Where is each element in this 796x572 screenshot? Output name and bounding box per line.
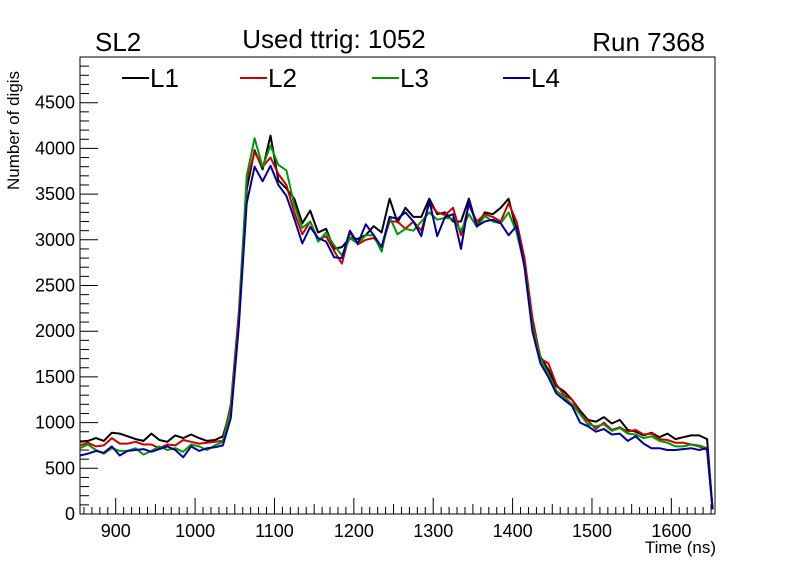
y-tick-label: 4500 bbox=[35, 93, 75, 113]
y-tick-label: 0 bbox=[65, 504, 75, 524]
x-tick-label: 1200 bbox=[334, 521, 374, 541]
y-tick-label: 500 bbox=[45, 458, 75, 478]
left-label: SL2 bbox=[95, 27, 141, 57]
legend-entry-l2: L2 bbox=[240, 63, 297, 93]
x-tick-label: 1000 bbox=[175, 521, 215, 541]
x-axis-label: Time (ns) bbox=[645, 538, 716, 557]
x-tick-label: 1100 bbox=[255, 521, 294, 541]
x-tick-label: 1500 bbox=[572, 521, 612, 541]
y-tick-label: 1500 bbox=[35, 367, 75, 387]
y-axis-label: Number of digis bbox=[4, 71, 23, 190]
y-tick-label: 3500 bbox=[35, 184, 75, 204]
y-tick-label: 2000 bbox=[35, 321, 75, 341]
right-label: Run 7368 bbox=[592, 27, 705, 57]
legend-label: L3 bbox=[400, 63, 429, 93]
legend-entry-l3: L3 bbox=[372, 63, 429, 93]
legend-entry-l1: L1 bbox=[122, 63, 179, 93]
legend-label: L2 bbox=[268, 63, 297, 93]
y-tick-label: 1000 bbox=[35, 413, 75, 433]
chart-title: Used ttrig: 1052 bbox=[242, 24, 426, 54]
x-tick-label: 1600 bbox=[651, 521, 691, 541]
axis-ticks bbox=[80, 65, 712, 515]
tick-labels: 900 1000 1100 1200 1300 1400 1500 1600 0 500 1000 1… bbox=[35, 93, 691, 541]
legend-label: L1 bbox=[150, 63, 179, 93]
x-tick-label: 900 bbox=[101, 521, 131, 541]
legend: L1 L2 L3 L4 bbox=[122, 63, 560, 93]
y-tick-label: 3000 bbox=[35, 230, 75, 250]
y-tick-label: 4000 bbox=[35, 138, 75, 158]
x-tick-label: 1300 bbox=[413, 521, 453, 541]
y-tick-label: 2500 bbox=[35, 276, 75, 296]
series-line-l3 bbox=[79, 137, 714, 510]
legend-label: L4 bbox=[531, 63, 560, 93]
x-tick-label: 1400 bbox=[493, 521, 533, 541]
series-lines bbox=[79, 134, 714, 510]
series-line-l2 bbox=[79, 151, 714, 510]
series-line-l4 bbox=[79, 164, 714, 510]
series-line-l1 bbox=[79, 134, 714, 510]
legend-entry-l4: L4 bbox=[503, 63, 560, 93]
